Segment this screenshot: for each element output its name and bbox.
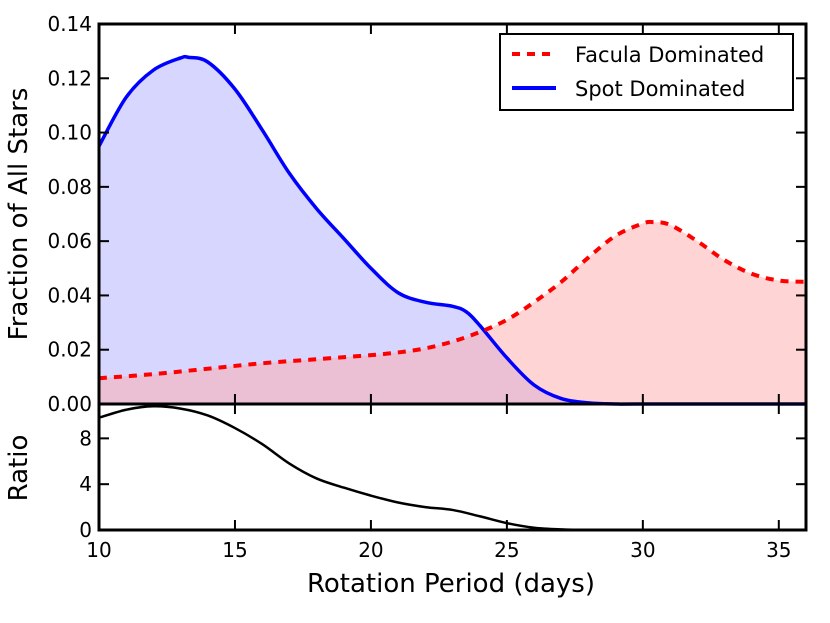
top-ytick-label: 0.14 [47, 12, 92, 36]
xtick-label: 20 [358, 538, 383, 562]
y-axis-label-top: Fraction of All Stars [4, 88, 34, 341]
legend-box [499, 33, 794, 111]
bottom-ytick-label: 4 [79, 472, 92, 496]
top-ytick-label: 0.08 [47, 175, 92, 199]
top-ytick-label: 0.12 [47, 66, 92, 90]
xtick-label: 15 [222, 538, 247, 562]
facula-dominated-fill [99, 221, 806, 404]
legend: Facula Dominated Spot Dominated [499, 33, 794, 111]
facula-dominated-line [98, 219, 807, 381]
ratio-line [98, 405, 806, 532]
legend-spot-label: Spot Dominated [575, 77, 745, 101]
spot-dominated-line [97, 54, 806, 406]
legend-facula-label: Facula Dominated [575, 43, 764, 67]
spot-dominated-fill [99, 56, 806, 405]
x-axis-label: Rotation Period (days) [307, 569, 595, 599]
top-ytick-label: 0.04 [47, 283, 92, 307]
xtick-label: 35 [766, 538, 791, 562]
top-ytick-label: 0.02 [47, 338, 92, 362]
top-ytick-label: 0.10 [47, 121, 92, 145]
bottom-ytick-label: 8 [79, 426, 92, 450]
top-ytick-label: 0.06 [47, 229, 92, 253]
bottom-axes-frame [97, 402, 808, 532]
top-ytick-label: 0.00 [47, 392, 92, 416]
xtick-label: 10 [86, 538, 111, 562]
xtick-label: 30 [630, 538, 655, 562]
xtick-label: 25 [494, 538, 519, 562]
y-axis-label-bottom: Ratio [4, 435, 34, 502]
bottom-ytick-label: 0 [79, 518, 92, 542]
